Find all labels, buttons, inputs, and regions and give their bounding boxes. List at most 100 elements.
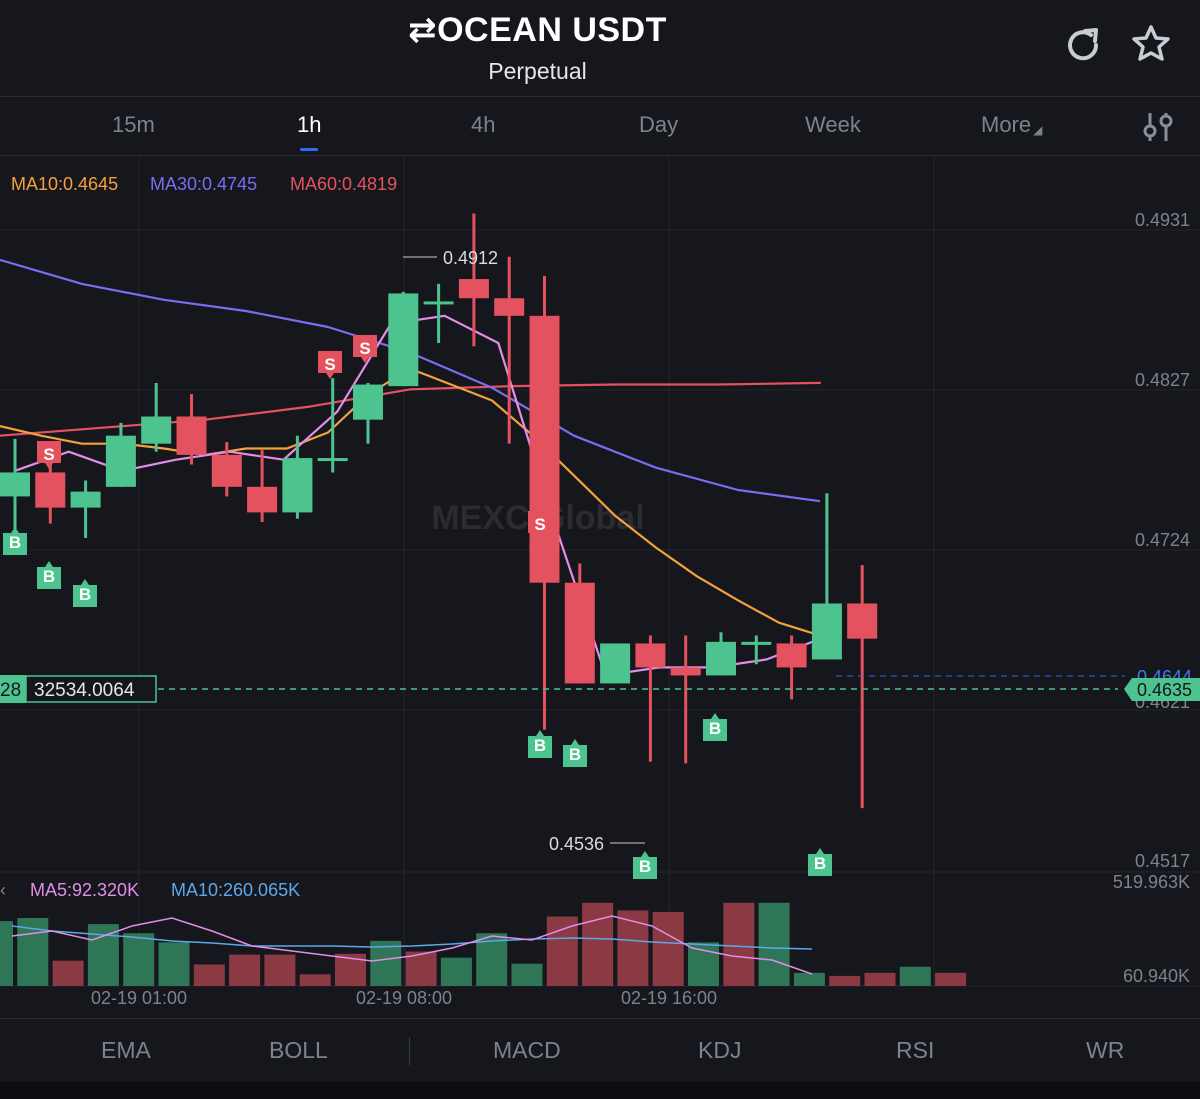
candle-body	[706, 641, 736, 676]
marker-badge	[528, 511, 552, 539]
ma10-legend: MA10:0.4645	[11, 174, 118, 194]
candle-body	[282, 458, 313, 513]
buy-marker: B	[37, 561, 61, 589]
buy-marker: B	[3, 527, 27, 555]
marker-badge	[318, 351, 342, 379]
volume-bar	[864, 972, 896, 986]
volume-bar	[511, 963, 543, 986]
volume-bar	[935, 972, 967, 986]
volume-bar	[546, 916, 578, 986]
candle-body	[70, 491, 101, 508]
ma10-line	[0, 367, 821, 637]
marker-letter: S	[324, 355, 335, 374]
marker-badge	[73, 579, 97, 607]
volume-bar	[264, 954, 296, 986]
tab-divider	[409, 1037, 410, 1065]
tab-4h[interactable]: 4h	[471, 112, 496, 137]
volume-bar	[440, 957, 472, 986]
volume-bar	[723, 902, 755, 986]
share-arrow-icon[interactable]	[1061, 22, 1105, 66]
tab-rsi[interactable]: RSI	[896, 1037, 935, 1063]
candle-body	[564, 582, 595, 684]
buy-marker: B	[808, 848, 832, 876]
volume-bar	[158, 942, 190, 986]
active-tab-indicator	[300, 148, 319, 151]
marker-badge	[563, 739, 587, 767]
buy-marker: B	[73, 579, 97, 607]
tab-ema[interactable]: EMA	[101, 1037, 151, 1063]
volume-bar	[405, 951, 437, 986]
candles	[0, 213, 878, 809]
buy-marker: B	[633, 851, 657, 879]
caret-icon: ◢	[1033, 123, 1043, 137]
buy-marker: B	[563, 739, 587, 767]
tab-week[interactable]: Week	[805, 112, 861, 137]
marker-letter: S	[43, 445, 54, 464]
volume-ma5-legend: MA5:92.320K	[30, 880, 139, 900]
volume-bar	[652, 911, 684, 986]
sell-marker: S	[318, 351, 342, 379]
marker-badge	[703, 713, 727, 741]
marker-letter: S	[359, 339, 370, 358]
marker-letter: B	[709, 719, 721, 738]
swap-arrows-icon: ⇄	[408, 11, 438, 49]
candle-body	[211, 454, 242, 487]
time-axis-label: 02-19 16:00	[621, 988, 717, 1008]
volume-bar	[829, 975, 861, 986]
indicator-tabs: EMA BOLL MACD KDJ RSI WR	[0, 1018, 1200, 1083]
time-axis-label: 02-19 08:00	[356, 988, 452, 1008]
volume-bar	[617, 910, 649, 986]
candle-body	[176, 416, 207, 455]
indicator-settings-icon[interactable]	[1138, 107, 1178, 147]
candle-body	[0, 472, 30, 497]
volume-bar	[688, 942, 719, 986]
tab-day[interactable]: Day	[639, 112, 679, 137]
candle-body	[811, 603, 842, 660]
marker-badge	[633, 851, 657, 879]
trade-markers: S S S S B B B B B B B B	[3, 335, 832, 879]
volume-bar	[229, 954, 261, 986]
chart-header: ⇄OCEAN USDT Perpetual	[0, 0, 1200, 97]
crosshair-value-box	[25, 675, 157, 703]
marker-letter: B	[534, 736, 546, 755]
tab-kdj[interactable]: KDJ	[698, 1037, 742, 1063]
tab-macd[interactable]: MACD	[493, 1037, 561, 1063]
pair-selector[interactable]: ⇄OCEAN USDT	[0, 10, 1075, 50]
volume-bar	[370, 940, 402, 986]
countdown-tag	[0, 675, 26, 703]
candle-body	[423, 301, 454, 305]
volume-bar	[758, 902, 790, 986]
tab-more[interactable]: More ◢	[981, 112, 1043, 137]
volume-axis-top: 519.963K	[1113, 872, 1190, 892]
price-axis-label: 0.4724	[1135, 530, 1190, 550]
marker-badge	[528, 730, 552, 758]
marker-letter: S	[534, 515, 545, 534]
marker-badge	[808, 848, 832, 876]
buy-marker: B	[703, 713, 727, 741]
candle-body	[353, 384, 383, 420]
tab-wr[interactable]: WR	[1086, 1037, 1125, 1063]
candle-body	[105, 435, 136, 487]
pair-name: OCEAN USDT	[437, 11, 667, 49]
marker-badge	[37, 441, 61, 469]
price-axis-label: 0.4827	[1135, 370, 1190, 390]
volume-bar	[299, 974, 331, 986]
price-axis-label: 0.4517	[1135, 851, 1190, 871]
star-icon[interactable]	[1129, 22, 1173, 66]
sell-marker: S	[353, 335, 377, 363]
chart-grid	[0, 156, 1200, 987]
candle-body	[670, 667, 701, 676]
candle-body	[529, 315, 560, 583]
candle-body	[388, 293, 419, 387]
candle-body	[35, 472, 66, 508]
volume-ma10-line	[11, 925, 813, 950]
buy-marker: B	[528, 730, 552, 758]
candle-body	[317, 458, 348, 462]
sell-marker: S	[37, 441, 61, 469]
candle-body	[494, 298, 525, 316]
tab-1h[interactable]: 1h	[297, 112, 321, 151]
tab-15m[interactable]: 15m	[112, 112, 155, 137]
countdown-prefix: 28	[0, 680, 21, 701]
tab-boll[interactable]: BOLL	[269, 1037, 328, 1063]
